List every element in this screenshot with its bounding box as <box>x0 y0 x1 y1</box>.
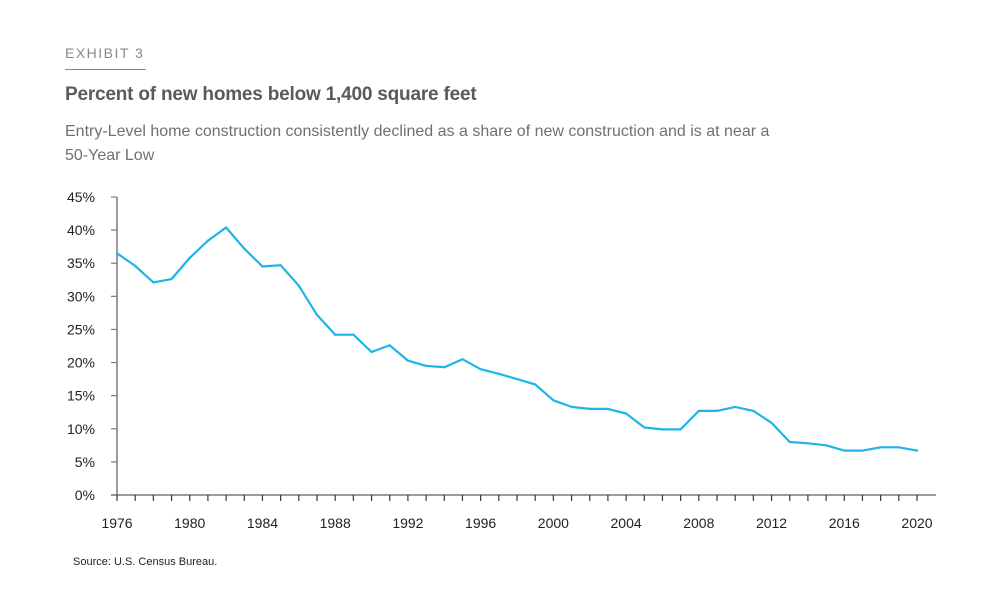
x-tick-label: 2020 <box>901 515 932 531</box>
data-point <box>515 378 519 381</box>
data-point <box>697 409 700 412</box>
data-point <box>915 449 919 452</box>
data-point <box>715 409 719 412</box>
data-point <box>479 368 482 371</box>
y-tick-label: 45% <box>67 189 95 205</box>
data-point <box>388 344 391 347</box>
x-axis: 1976 1980 1984 1988 1992 1996 2000 2004 2008 2012… <box>101 494 936 531</box>
data-point <box>334 333 337 336</box>
data-point <box>461 358 464 361</box>
data-point <box>752 409 755 412</box>
y-tick-label: 0% <box>75 487 95 503</box>
data-point <box>879 446 882 449</box>
data-point <box>188 256 191 260</box>
data-point <box>279 264 282 267</box>
data-point <box>643 426 646 429</box>
data-point <box>224 226 228 229</box>
data-point <box>606 407 610 411</box>
y-tick-label: 40% <box>67 222 95 238</box>
y-tick-label: 10% <box>67 421 95 437</box>
data-point <box>679 428 682 431</box>
data-point <box>734 405 737 409</box>
data-point <box>443 366 446 369</box>
x-tick-label: 2012 <box>756 515 787 531</box>
y-tick-label: 20% <box>67 355 95 371</box>
data-point <box>824 444 828 447</box>
data-point <box>788 440 791 444</box>
series-layer <box>115 226 919 452</box>
data-point <box>534 383 537 386</box>
data-point <box>624 412 628 415</box>
data-point <box>297 284 300 287</box>
y-tick-label: 25% <box>67 321 95 337</box>
data-point <box>770 421 773 424</box>
data-point <box>588 407 591 411</box>
data-point <box>661 428 664 431</box>
data-point <box>152 281 155 284</box>
y-tick-label: 30% <box>67 288 95 304</box>
y-tick-label: 15% <box>67 388 95 404</box>
data-point <box>806 442 810 445</box>
x-tick-label: 2008 <box>683 515 714 531</box>
data-point <box>843 449 846 452</box>
data-point <box>134 264 137 267</box>
source-note: Source: U.S. Census Bureau. <box>73 556 218 568</box>
exhibit-label: EXHIBIT 3 <box>65 45 145 61</box>
y-axis: 0% 5% 10% 15% 20% 25% 30% 35% 40% 45% <box>67 189 118 503</box>
data-point <box>552 399 555 402</box>
chart-subtitle: Entry-Level home construction consistent… <box>65 123 770 164</box>
data-point <box>115 252 119 255</box>
data-point <box>261 265 264 268</box>
exhibit-underline <box>65 69 146 70</box>
series-line <box>115 226 919 452</box>
x-tick-label: 2016 <box>829 515 860 531</box>
data-point <box>170 278 173 281</box>
data-point <box>897 446 900 449</box>
data-point <box>497 372 500 375</box>
chart-title: Percent of new homes below 1,400 square … <box>65 84 477 105</box>
x-tick-label: 1984 <box>247 515 278 531</box>
data-point <box>406 359 410 362</box>
data-point <box>206 239 210 242</box>
y-tick-label: 5% <box>75 454 95 470</box>
x-tick-label: 1996 <box>465 515 496 531</box>
data-point <box>315 313 319 316</box>
data-point <box>370 350 373 354</box>
x-tick-label: 1992 <box>392 515 423 531</box>
x-tick-label: 1976 <box>101 515 132 531</box>
data-point <box>570 405 573 409</box>
x-tick-label: 2000 <box>538 515 569 531</box>
x-tick-label: 1988 <box>320 515 351 531</box>
x-tick-label: 1980 <box>174 515 205 531</box>
data-point <box>243 247 246 250</box>
y-tick-label: 35% <box>67 255 95 271</box>
x-tick-label: 2004 <box>611 515 642 531</box>
data-point <box>861 449 864 452</box>
data-point <box>424 364 428 367</box>
data-point <box>352 333 355 336</box>
